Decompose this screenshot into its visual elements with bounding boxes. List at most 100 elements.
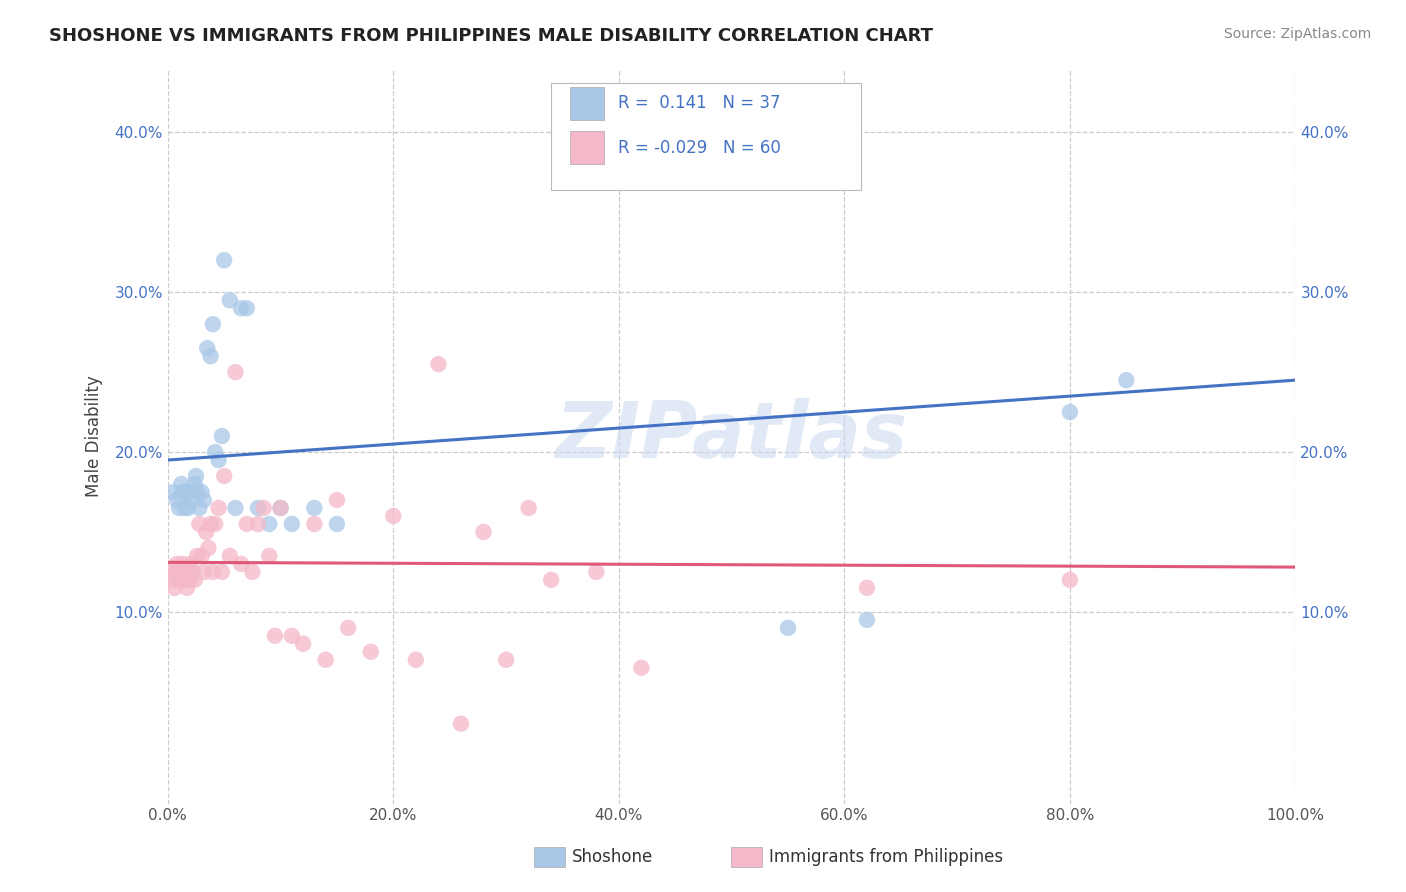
Point (177, 500, 200, 515)
Point (179, 485, 201, 500)
Point (292, 637, 315, 651)
Text: SHOSHONE VS IMMIGRANTS FROM PHILIPPINES MALE DISABILITY CORRELATION CHART: SHOSHONE VS IMMIGRANTS FROM PHILIPPINES … (49, 27, 934, 45)
Point (163, 581, 186, 595)
Point (207, 500, 229, 515)
Point (211, 565, 233, 579)
Point (179, 573, 201, 587)
Point (281, 516, 304, 531)
Point (190, 485, 212, 500)
Point (197, 541, 219, 555)
Point (186, 549, 208, 563)
Point (212, 469, 235, 483)
Point (450, 716, 472, 731)
Point (207, 453, 229, 467)
Point (304, 516, 326, 531)
Point (224, 365, 246, 379)
Point (201, 565, 224, 579)
Point (190, 549, 212, 563)
Point (229, 557, 252, 571)
Point (212, 253, 235, 268)
Point (176, 581, 198, 595)
Point (218, 549, 240, 563)
Point (856, 613, 879, 627)
Point (776, 621, 799, 635)
Point (188, 516, 211, 531)
Point (495, 653, 517, 667)
Bar (571, 131, 605, 164)
Point (165, 565, 187, 579)
Point (167, 500, 190, 515)
Point (172, 485, 194, 500)
Point (1059, 573, 1081, 587)
Point (195, 341, 218, 355)
Text: R = -0.029   N = 60: R = -0.029 N = 60 (617, 138, 780, 156)
Point (173, 573, 195, 587)
Point (181, 565, 204, 579)
Point (540, 573, 562, 587)
Point (172, 557, 194, 571)
Text: Immigrants from Philippines: Immigrants from Philippines (769, 848, 1004, 866)
Point (337, 621, 360, 635)
Point (856, 581, 879, 595)
Point (201, 317, 224, 331)
Point (188, 500, 211, 515)
Point (326, 493, 349, 508)
Point (162, 573, 184, 587)
Point (224, 500, 246, 515)
Point (360, 645, 382, 659)
Point (517, 500, 540, 515)
Point (166, 557, 188, 571)
Point (235, 301, 257, 316)
Point (235, 516, 257, 531)
Point (170, 565, 193, 579)
Point (174, 573, 197, 587)
Point (270, 500, 292, 515)
Point (195, 524, 218, 539)
Point (630, 661, 652, 675)
Point (169, 573, 191, 587)
FancyBboxPatch shape (551, 83, 862, 190)
Point (472, 524, 495, 539)
Point (259, 516, 281, 531)
Point (1115, 373, 1137, 387)
Point (166, 493, 188, 508)
Point (177, 565, 200, 579)
Point (167, 565, 190, 579)
Point (259, 549, 281, 563)
Point (281, 629, 304, 643)
Point (200, 516, 222, 531)
Point (264, 629, 287, 643)
Point (162, 485, 184, 500)
Point (184, 469, 207, 483)
Point (160, 565, 183, 579)
Point (1059, 405, 1081, 419)
Point (179, 557, 201, 571)
Point (326, 516, 349, 531)
Point (585, 565, 607, 579)
Text: ZIPatlas: ZIPatlas (555, 398, 908, 474)
Point (229, 301, 252, 316)
Point (270, 500, 292, 515)
Y-axis label: Male Disability: Male Disability (86, 376, 103, 497)
Point (170, 477, 193, 491)
Point (184, 573, 207, 587)
Point (193, 493, 215, 508)
Point (211, 429, 233, 443)
Bar (571, 87, 605, 120)
Text: Source: ZipAtlas.com: Source: ZipAtlas.com (1223, 27, 1371, 41)
Point (218, 293, 240, 308)
Point (181, 493, 204, 508)
Point (186, 485, 208, 500)
Point (253, 500, 276, 515)
Point (193, 565, 215, 579)
Text: R =  0.141   N = 37: R = 0.141 N = 37 (617, 95, 780, 112)
Text: Shoshone: Shoshone (572, 848, 654, 866)
Point (173, 500, 195, 515)
Point (200, 349, 222, 363)
Point (315, 653, 337, 667)
Point (174, 485, 197, 500)
Point (167, 573, 190, 587)
Point (427, 357, 450, 371)
Point (405, 653, 427, 667)
Point (204, 445, 226, 459)
